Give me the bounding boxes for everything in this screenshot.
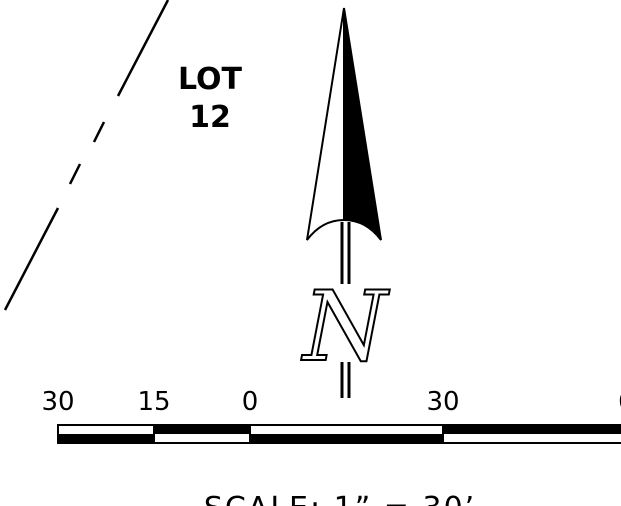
scale-seg-15-0-upper: [154, 425, 250, 434]
scale-bar-labels: 30 15 0 30 6: [41, 387, 621, 417]
north-letter-backing: [306, 284, 388, 362]
scale-caption: SCALE: 1” = 30’: [204, 491, 476, 506]
lot-label-line2: 12: [189, 100, 231, 135]
scale-bar: [57, 424, 621, 444]
lot-label-line1: LOT: [178, 62, 243, 97]
scale-seg-0-30-lower: [250, 434, 443, 443]
scale-tick-label-0: 0: [242, 387, 259, 417]
lot-boundary-line: [3, 0, 170, 311]
scale-tick-label-30-left: 30: [41, 387, 74, 417]
north-arrow-icon: N: [300, 7, 391, 398]
north-arrow-left-half: [306, 7, 345, 241]
north-arrow-right-half: [343, 7, 382, 241]
scale-seg-30-15-lower: [58, 434, 154, 443]
north-letter: N: [301, 271, 390, 383]
boundary-dash-2: [68, 163, 82, 185]
scale-tick-label-60-partial: 6: [618, 387, 621, 417]
scale-tick-label-15: 15: [137, 387, 170, 417]
boundary-segment-upper: [116, 0, 170, 97]
boundary-segment-lower: [3, 207, 60, 311]
scale-tick-label-30-right: 30: [426, 387, 459, 417]
scale-seg-30-60-upper: [443, 425, 621, 434]
boundary-dash-1: [92, 121, 106, 143]
